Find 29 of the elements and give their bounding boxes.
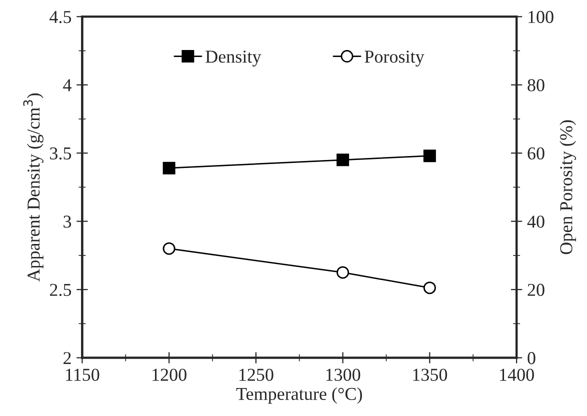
y2-tick-label: 0 — [528, 352, 536, 364]
y-tick-label: 2.5 — [50, 284, 72, 296]
y2-axis-title: Open Porosity (%) — [560, 120, 576, 254]
y2-tick-label: 100 — [528, 10, 554, 24]
x-axis-title: Temperature (°C) — [236, 387, 362, 404]
x-tick-label: 1150 — [66, 368, 100, 381]
y-tick-label: 4 — [63, 79, 72, 92]
x-tick-label: 1400 — [500, 368, 534, 381]
x-tick-label: 1250 — [239, 368, 274, 381]
point — [423, 282, 436, 294]
y2-tick-label: 20 — [528, 284, 544, 296]
point — [162, 242, 176, 255]
point — [423, 150, 436, 162]
point — [162, 162, 176, 174]
x-tick-label: 1200 — [152, 368, 186, 381]
x-tick-label: 1350 — [413, 368, 448, 381]
point — [336, 154, 350, 166]
y-tick-label: 2 — [64, 352, 71, 364]
y-axis-title: Apparent Density (g/cm$^{3}$) — [23, 93, 44, 282]
y-tick-label: 3.5 — [50, 147, 72, 160]
legend-label: Density — [206, 50, 262, 66]
y2-tick-label: 60 — [528, 147, 544, 160]
legend-label: Porosity — [364, 50, 424, 66]
y-tick-label: 4.5 — [50, 11, 72, 24]
point — [336, 266, 350, 279]
y2-tick-label: 40 — [527, 216, 544, 228]
y2-tick-label: 80 — [528, 79, 544, 92]
y-tick-label: 3 — [64, 216, 72, 228]
x-tick-label: 1300 — [326, 368, 360, 381]
